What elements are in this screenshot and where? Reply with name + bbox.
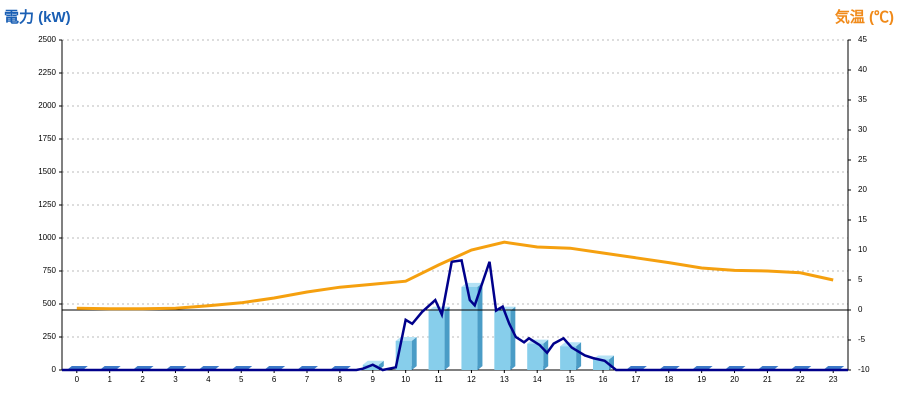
y-tick-label: 750 xyxy=(43,266,57,275)
x-tick-label: 8 xyxy=(338,375,343,384)
bar xyxy=(461,286,478,370)
y-tick-label: 250 xyxy=(43,332,57,341)
bar-side xyxy=(510,306,516,370)
x-tick-label: 21 xyxy=(763,375,772,384)
x-tick-label: 10 xyxy=(401,375,410,384)
x-tick-label: 9 xyxy=(371,375,376,384)
y2-tick-label: 0 xyxy=(858,305,863,314)
y2-tick-label: 35 xyxy=(858,95,867,104)
y-tick-label: 2000 xyxy=(38,101,56,110)
x-tick-label: 17 xyxy=(631,375,640,384)
y-tick-label: 1750 xyxy=(38,134,56,143)
y-tick-label: 0 xyxy=(52,365,57,374)
y2-tick-label: 45 xyxy=(858,35,867,44)
y2-tick-label: 40 xyxy=(858,65,867,74)
y-tick-label: 500 xyxy=(43,299,57,308)
bar-side xyxy=(543,339,549,370)
y2-tick-label: 20 xyxy=(858,185,867,194)
x-tick-label: 11 xyxy=(434,375,443,384)
y2-tick-label: -10 xyxy=(858,365,870,374)
x-tick-label: 15 xyxy=(566,375,575,384)
x-tick-label: 3 xyxy=(173,375,178,384)
y2-tick-label: 5 xyxy=(858,275,863,284)
bar-side xyxy=(576,342,582,370)
bar xyxy=(560,346,577,370)
x-tick-label: 12 xyxy=(467,375,476,384)
bar-side xyxy=(411,336,417,370)
x-tick-label: 16 xyxy=(599,375,608,384)
bar xyxy=(428,310,445,370)
x-tick-label: 2 xyxy=(140,375,145,384)
y-tick-label: 1000 xyxy=(38,233,56,242)
y2-tick-label: -5 xyxy=(858,335,866,344)
x-tick-label: 1 xyxy=(107,375,112,384)
x-tick-label: 22 xyxy=(796,375,805,384)
y2-tick-label: 10 xyxy=(858,245,867,254)
bar-side xyxy=(477,282,483,370)
y2-tick-label: 30 xyxy=(858,125,867,134)
x-tick-label: 5 xyxy=(239,375,244,384)
x-tick-label: 19 xyxy=(697,375,706,384)
y-axis-title: 電力 (kW) xyxy=(4,8,71,26)
x-tick-label: 0 xyxy=(75,375,80,384)
line xyxy=(62,259,848,372)
x-tick-label: 6 xyxy=(272,375,277,384)
x-tick-label: 18 xyxy=(664,375,673,384)
line xyxy=(76,240,834,311)
x-tick-label: 13 xyxy=(500,375,509,384)
x-tick-label: 23 xyxy=(829,375,838,384)
bar xyxy=(527,343,544,370)
bar-top xyxy=(362,360,384,365)
y-tick-label: 2250 xyxy=(38,68,56,77)
x-tick-label: 14 xyxy=(533,375,542,384)
bar-top xyxy=(560,342,582,347)
y2-axis-title: 気温 (℃) xyxy=(835,8,894,26)
x-tick-label: 7 xyxy=(305,375,310,384)
y-tick-label: 1500 xyxy=(38,167,56,176)
x-tick-label: 20 xyxy=(730,375,739,384)
y-tick-label: 2500 xyxy=(38,35,56,44)
bar xyxy=(494,310,511,370)
y2-tick-label: 25 xyxy=(858,155,867,164)
bar-side xyxy=(444,306,450,370)
bar xyxy=(592,359,609,370)
y-tick-label: 1250 xyxy=(38,200,56,209)
bar xyxy=(362,364,379,370)
y2-tick-label: 15 xyxy=(858,215,867,224)
x-tick-label: 4 xyxy=(206,375,211,384)
